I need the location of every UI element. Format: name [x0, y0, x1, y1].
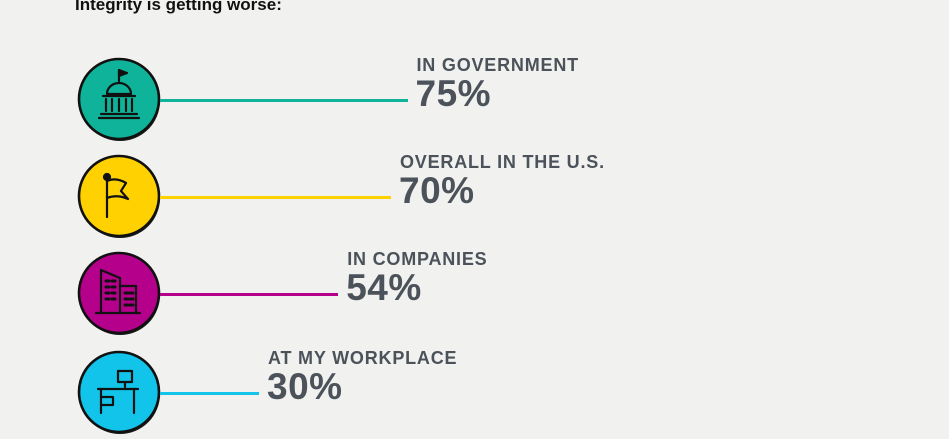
flag-icon [76, 153, 162, 239]
value-label: 30% [267, 366, 343, 407]
category-label: IN COMPANIES [347, 249, 488, 269]
value-bar [160, 99, 408, 102]
value-bar [160, 293, 339, 296]
value-label: 70% [399, 170, 475, 211]
chart-row: OVERALL IN THE U.S. 70% [0, 153, 949, 243]
office-buildings-icon [76, 250, 162, 336]
chart-row: AT MY WORKPLACE 30% [0, 349, 949, 439]
bar-label: OVERALL IN THE U.S. 70% [399, 152, 605, 211]
value-bar [160, 392, 259, 395]
bar-label: AT MY WORKPLACE 30% [267, 348, 458, 407]
category-label: AT MY WORKPLACE [268, 348, 458, 368]
category-label: IN GOVERNMENT [416, 55, 579, 75]
office-desk-icon [76, 349, 162, 435]
value-label: 54% [346, 267, 422, 308]
bar-label: IN COMPANIES 54% [346, 249, 488, 308]
bar-label: IN GOVERNMENT 75% [415, 55, 579, 114]
chart-row: IN COMPANIES 54% [0, 250, 949, 340]
chart-row: IN GOVERNMENT 75% [0, 56, 949, 146]
capitol-building-icon [76, 56, 162, 142]
category-label: OVERALL IN THE U.S. [400, 152, 605, 172]
chart-title: Integrity is getting worse: [75, 0, 282, 14]
value-label: 75% [415, 73, 492, 114]
value-bar [160, 196, 391, 199]
